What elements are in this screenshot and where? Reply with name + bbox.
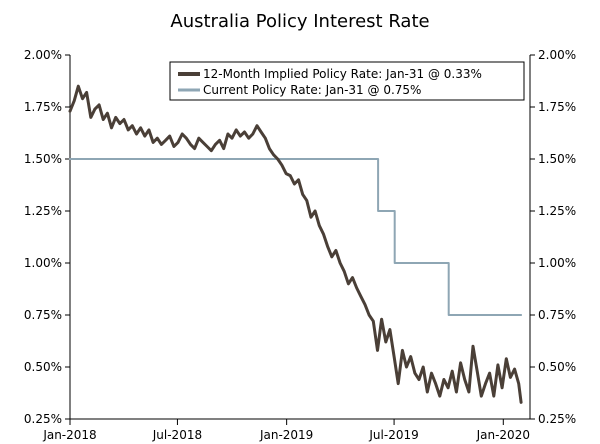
- y-tick-label-left: 1.50%: [24, 152, 62, 166]
- y-tick-label-left: 0.75%: [24, 308, 62, 322]
- y-tick-label-left: 1.00%: [24, 256, 62, 270]
- axes: 2.00% 2.00% 1.75% 1.75% 1.50% 1.50% 1.25% 1.25%…: [24, 48, 576, 442]
- y-tick-label-right: 0.50%: [538, 360, 576, 374]
- series-line-implied-rate: [68, 84, 523, 404]
- y-tick-label-right: 0.75%: [538, 308, 576, 322]
- y-tick-label-left: 1.75%: [24, 100, 62, 114]
- x-tick-label: Jul-2019: [368, 428, 418, 442]
- legend-label: Current Policy Rate: Jan-31 @ 0.75%: [203, 83, 421, 97]
- y-tick-label-right: 1.25%: [538, 204, 576, 218]
- x-tick-label: Jan-2020: [476, 428, 530, 442]
- legend-label: 12-Month Implied Policy Rate: Jan-31 @ 0…: [203, 67, 482, 81]
- y-tick-label-right: 2.00%: [538, 48, 576, 62]
- y-tick-label-right: 0.25%: [538, 412, 576, 426]
- y-tick-label-left: 0.25%: [24, 412, 62, 426]
- series-layer: [68, 84, 523, 404]
- y-tick-label-right: 1.50%: [538, 152, 576, 166]
- y-tick-label-left: 1.25%: [24, 204, 62, 218]
- x-tick-label: Jul-2018: [152, 428, 202, 442]
- legend: 12-Month Implied Policy Rate: Jan-31 @ 0…: [169, 61, 525, 101]
- legend-box: [169, 61, 525, 101]
- y-tick-label-right: 1.00%: [538, 256, 576, 270]
- chart-title: Australia Policy Interest Rate: [170, 11, 429, 32]
- series-line-current-rate: [69, 158, 523, 316]
- y-tick-label-right: 1.75%: [538, 100, 576, 114]
- y-tick-label-left: 0.50%: [24, 360, 62, 374]
- x-tick-label: Jan-2018: [42, 428, 96, 442]
- y-tick-label-left: 2.00%: [24, 48, 62, 62]
- x-tick-label: Jan-2019: [259, 428, 313, 442]
